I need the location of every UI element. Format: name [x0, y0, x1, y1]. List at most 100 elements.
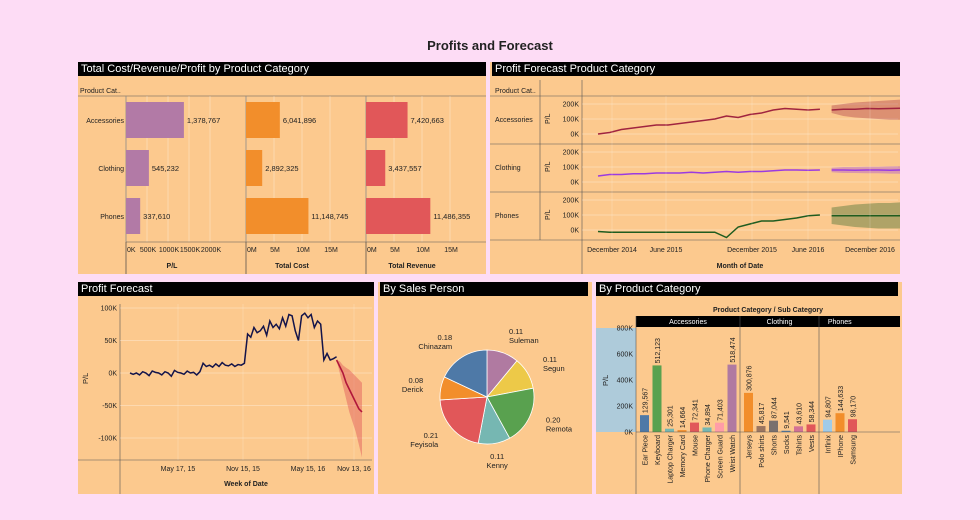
bar-screen-guard	[715, 422, 724, 432]
forecast-band-accessories	[831, 99, 900, 120]
y-tick-label: 100K	[563, 165, 580, 172]
bar-total-cost-clothing	[246, 150, 263, 186]
x-tick-label: 2000K	[201, 247, 222, 254]
group-header-bar	[636, 316, 900, 327]
y-tick-label: 100K	[563, 117, 580, 124]
category-label-accessories: Accessories	[86, 118, 124, 125]
bar-label: 2,892,325	[265, 164, 298, 173]
bar-value-label: 58,344	[809, 401, 816, 423]
pie-name-label: Derick	[402, 385, 424, 394]
row-header: Product Cat..	[495, 88, 536, 95]
profit-line	[129, 312, 337, 378]
y-tick-label: -100K	[98, 436, 117, 443]
row-label-phones: Phones	[495, 213, 519, 220]
axis-title: Total Revenue	[388, 263, 435, 270]
y-tick-label: 0K	[570, 228, 579, 235]
sales-person-pie: 0.11Suleman0.11Segun0.20Remota0.11Kenny0…	[402, 327, 573, 470]
line-phones	[597, 214, 820, 239]
pie-value-label: 0.21	[424, 431, 439, 440]
bar-shorts	[769, 420, 778, 432]
x-tick-label: December 2014	[587, 247, 637, 254]
x-tick-label: 1500K	[180, 247, 201, 254]
bar-socks	[781, 430, 791, 432]
sub-category-label: Memory Card	[680, 435, 687, 478]
bar-label: 11,486,355	[433, 212, 470, 221]
bar-value-label: 94,807	[826, 396, 833, 418]
row-header: Product Cat..	[80, 88, 121, 95]
pie-value-label: 0.11	[490, 452, 504, 461]
sub-category-label: Tshirts	[797, 435, 804, 456]
sub-category-label: Keyboard	[655, 435, 662, 465]
sub-category-label: Shorts	[772, 435, 779, 456]
x-tick-label: 0M	[367, 247, 377, 254]
x-tick-label: 10M	[296, 247, 310, 254]
forecast-category-chart: Product Cat.. Accessories P/L 0K 100K 200K Clo…	[490, 80, 900, 274]
y-axis-title: P/L	[601, 375, 610, 386]
bar-value-label: 98,170	[851, 396, 858, 418]
x-tick-label: 5M	[270, 247, 280, 254]
pie-name-label: Chinazam	[418, 342, 452, 351]
profit-forecast-panel	[78, 282, 374, 494]
bar-label: 337,610	[143, 212, 170, 221]
bar-jerseys	[744, 392, 753, 432]
sub-category-label: Socks	[784, 435, 791, 455]
bar-value-label: 512,123	[655, 338, 662, 363]
bar-p-l-phones	[126, 198, 141, 234]
y-axis-title: P/L	[545, 113, 552, 124]
x-tick-label: 500K	[140, 247, 157, 254]
axis-title: P/L	[167, 263, 179, 270]
x-axis-title: Month of Date	[717, 263, 764, 270]
row-label-accessories: Accessories	[495, 117, 533, 124]
y-tick-label: 400K	[617, 378, 634, 385]
bar-p-l-accessories	[126, 102, 184, 138]
bar-value-label: 518,474	[730, 337, 737, 362]
sub-category-label: Mouse	[693, 435, 700, 456]
forecast-band	[336, 360, 362, 458]
bar-value-label: 9,541	[784, 411, 791, 429]
y-tick-label: 200K	[617, 404, 634, 411]
bar-value-label: 72,341	[693, 399, 700, 421]
totals-panel-title: Total Cost/Revenue/Profit by Product Cat…	[78, 62, 486, 76]
group-label-clothing: Clothing	[767, 319, 793, 326]
sub-category-label: Samsung	[851, 435, 858, 465]
bar-value-label: 87,044	[772, 397, 779, 419]
sub-category-label: Infinix	[826, 435, 833, 454]
bar-infinix	[823, 419, 832, 432]
bar-memory-card	[677, 430, 687, 432]
pie-name-label: Segun	[543, 364, 565, 373]
bar-mouse	[690, 422, 699, 432]
bar-total-revenue-clothing	[366, 150, 386, 186]
pie-value-label: 0.11	[543, 355, 557, 364]
pie-value-label: 0.11	[509, 327, 523, 336]
bar-iphone	[835, 413, 845, 432]
bar-phone-charger	[702, 427, 712, 432]
bar-label: 11,148,745	[311, 212, 348, 221]
profit-forecast-chart: P/L 100K 50K 0K -50K -100K May 17, 15 Nov 15, 1…	[78, 304, 372, 494]
y-axis-title: P/L	[81, 373, 90, 384]
y-tick-label: 200K	[563, 198, 580, 205]
sub-category-label: Wrist Watch	[730, 435, 737, 472]
y-tick-label: 800K	[617, 326, 634, 333]
pie-value-label: 0.18	[438, 333, 453, 342]
x-tick-label: 0K	[127, 247, 136, 254]
y-tick-label: 100K	[101, 306, 118, 313]
pie-slice-chinazam	[443, 349, 488, 398]
y-axis-title: P/L	[545, 161, 552, 172]
row-label-clothing: Clothing	[495, 165, 521, 172]
bar-value-label: 300,876	[747, 365, 754, 390]
bar-value-label: 25,301	[668, 405, 675, 427]
x-tick-label: June 2016	[792, 247, 825, 254]
y-tick-label: 0K	[570, 132, 579, 139]
sales-person-panel-title: By Sales Person	[380, 282, 588, 296]
sub-category-label: Screen Guard	[718, 435, 725, 479]
bar-value-label: 34,894	[705, 404, 712, 426]
bar-polo-shirts	[756, 426, 766, 432]
bar-total-cost-phones	[246, 198, 309, 234]
bar-label: 545,232	[152, 164, 179, 173]
pie-name-label: Remota	[546, 425, 573, 434]
bar-value-label: 14,664	[680, 407, 687, 429]
forecast-cat-panel	[490, 62, 900, 274]
line-accessories	[597, 107, 820, 135]
y-tick-label: 0K	[108, 371, 117, 378]
x-tick-label: June 2015	[650, 247, 683, 254]
